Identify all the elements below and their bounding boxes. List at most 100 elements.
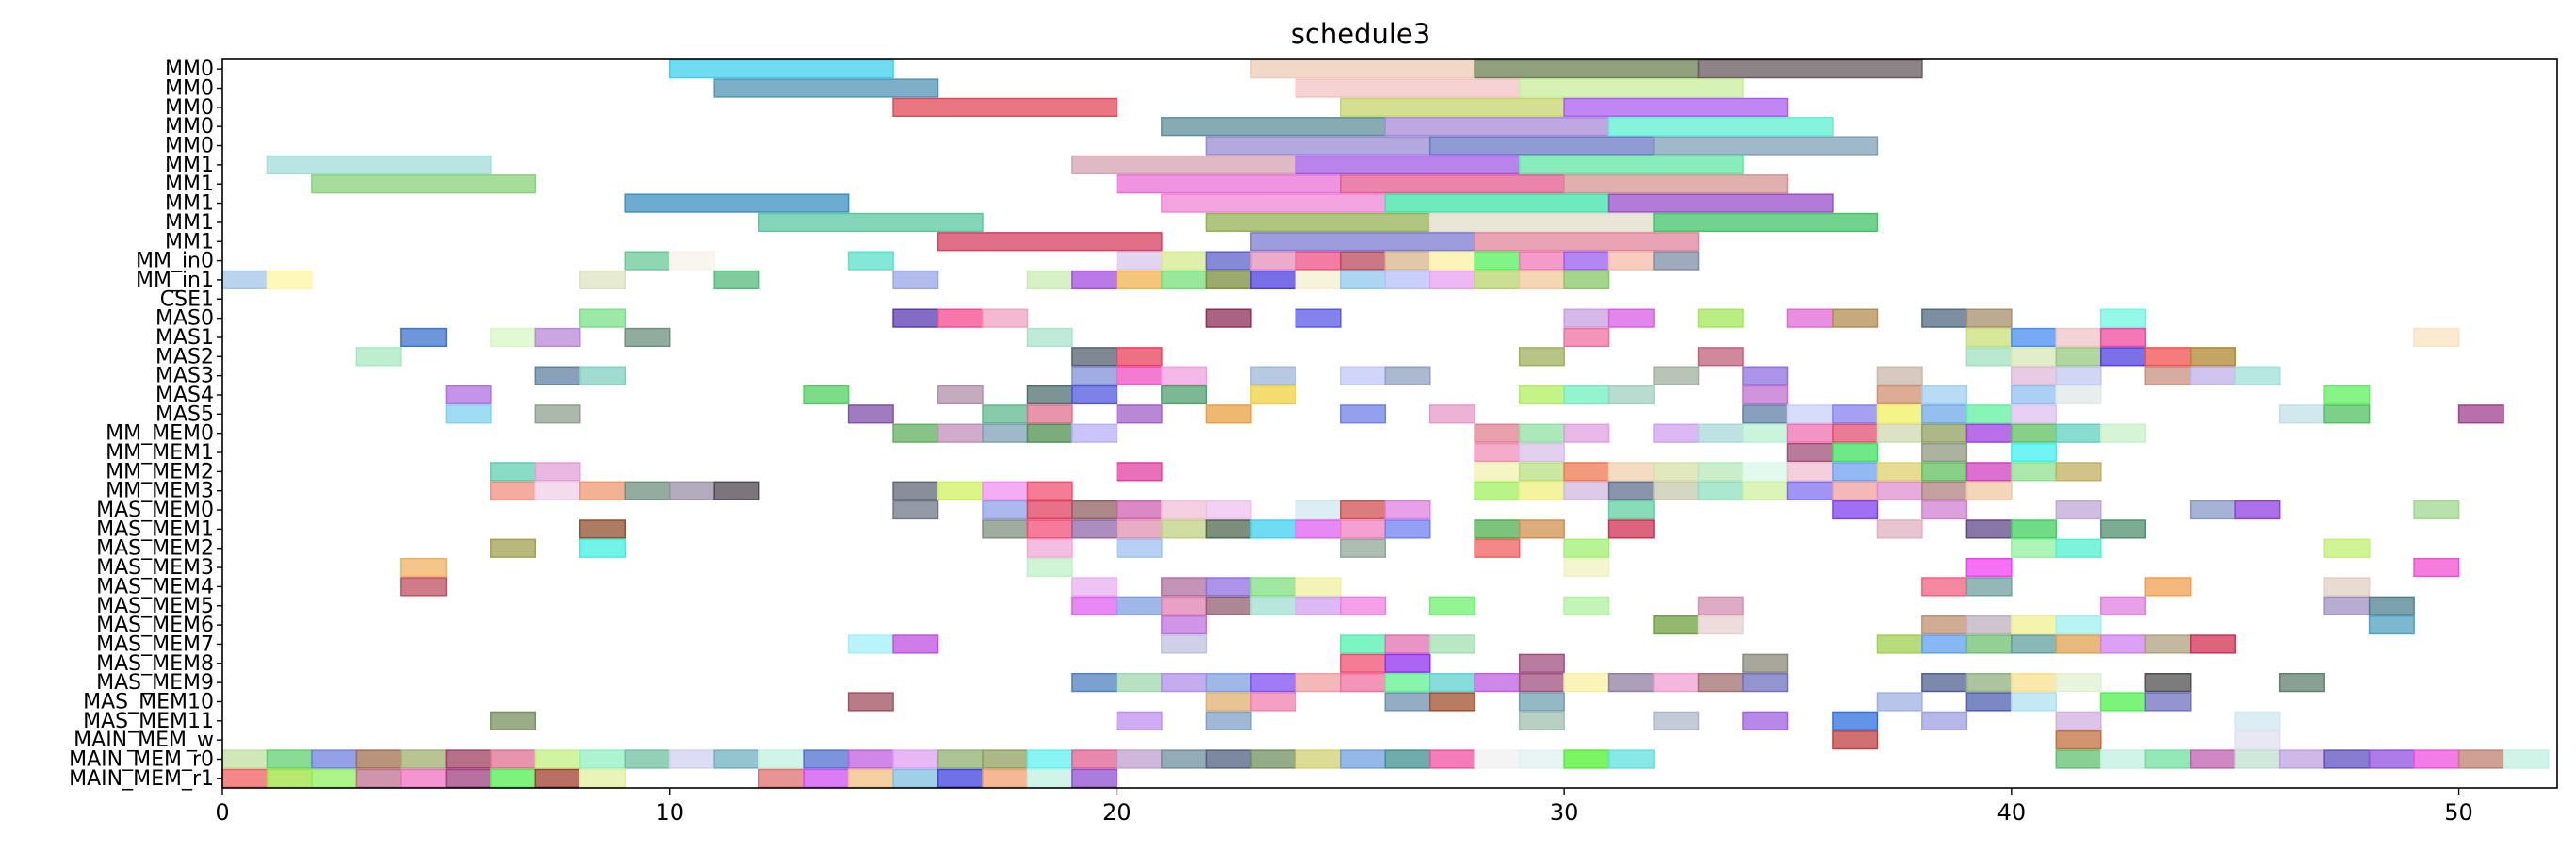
task-bar — [2100, 749, 2147, 769]
task-bar — [1563, 423, 1610, 443]
task-bar — [1876, 692, 1923, 712]
task-bar — [1965, 577, 2013, 597]
task-bars-layer — [221, 59, 2550, 788]
task-bar — [1295, 155, 1521, 174]
task-bar — [266, 749, 313, 769]
task-bar — [1742, 404, 1789, 424]
task-bar — [937, 749, 984, 769]
task-bar — [2189, 366, 2236, 385]
y-tick-label: MM0 — [165, 135, 214, 158]
task-bar — [579, 749, 626, 769]
task-bar — [1116, 366, 1163, 385]
task-bar — [2011, 692, 2058, 712]
task-bar — [2323, 749, 2371, 769]
task-bar — [1161, 366, 1208, 385]
task-bar — [1295, 308, 1342, 328]
task-bar — [1428, 136, 1655, 156]
task-bar — [1071, 519, 1118, 539]
task-bar — [1742, 423, 1789, 443]
task-bar — [1474, 538, 1521, 558]
task-bar — [1965, 634, 2013, 654]
task-bar — [1965, 692, 2013, 712]
task-bar — [311, 174, 537, 194]
task-bar — [1563, 385, 1610, 405]
task-bar — [2011, 366, 2058, 385]
task-bar — [1563, 557, 1610, 578]
task-bar — [1607, 462, 1655, 482]
task-bar — [1518, 673, 1565, 693]
task-bar — [1205, 711, 1252, 730]
y-tick-label: MAS_MEM8 — [96, 652, 214, 676]
task-bar — [534, 768, 581, 788]
task-bar — [579, 538, 626, 558]
task-bar — [2144, 366, 2192, 385]
task-bar — [1384, 634, 1431, 654]
task-bar — [892, 97, 1118, 117]
task-bar — [1965, 519, 2013, 539]
task-bar — [1653, 251, 1700, 271]
task-bar — [1116, 519, 1163, 539]
task-bar — [1518, 653, 1565, 673]
task-bar — [1340, 97, 1565, 117]
task-bar — [1563, 749, 1610, 769]
task-bar — [1116, 174, 1342, 194]
task-bar — [490, 749, 537, 769]
task-bar — [1250, 385, 1297, 405]
task-bar — [1026, 385, 1073, 405]
task-bar — [1116, 500, 1163, 520]
task-bar — [1250, 673, 1297, 693]
x-tick-label: 20 — [1102, 799, 1132, 826]
task-bar — [1697, 462, 1744, 482]
task-bar — [1921, 308, 1968, 328]
task-bar — [2368, 615, 2415, 635]
task-bar — [1474, 442, 1521, 463]
task-bar — [713, 270, 760, 290]
task-bar — [1832, 308, 1879, 328]
task-bar — [1965, 615, 2013, 635]
task-bar — [1697, 308, 1744, 328]
task-bar — [1876, 404, 1923, 424]
y-tick-label: MM1 — [165, 211, 214, 235]
task-bar — [1026, 500, 1073, 520]
task-bar — [847, 634, 894, 654]
task-bar — [2413, 327, 2460, 348]
task-bar — [803, 385, 850, 405]
task-bar — [1876, 462, 1923, 482]
task-bar — [1474, 673, 1521, 693]
task-bar — [982, 481, 1029, 500]
task-bar — [624, 251, 671, 271]
task-bar — [1205, 749, 1252, 769]
task-bar — [1340, 500, 1387, 520]
y-tick-label: MAS1 — [155, 326, 214, 350]
task-bar — [1340, 749, 1387, 769]
task-bar — [1563, 251, 1610, 271]
task-bar — [266, 270, 313, 290]
task-bar — [1205, 136, 1431, 156]
task-bar — [2100, 596, 2147, 615]
y-tick-label: MAS_MEM4 — [96, 575, 214, 599]
task-bar — [1116, 251, 1163, 271]
task-bar — [1563, 481, 1610, 500]
task-bar — [2144, 692, 2192, 712]
y-tick-label: MAIN_MEM_r0 — [69, 747, 214, 771]
task-bar — [982, 308, 1029, 328]
task-bar — [579, 519, 626, 539]
task-bar — [1653, 711, 1700, 730]
task-bar — [1518, 251, 1565, 271]
task-bar — [1340, 366, 1387, 385]
task-bar — [445, 768, 492, 788]
task-bar — [982, 423, 1029, 443]
task-bar — [1742, 673, 1789, 693]
task-bar — [713, 78, 939, 98]
task-bar — [1250, 59, 1475, 79]
task-bar — [1026, 557, 1073, 578]
y-tick-label: MM_in1 — [136, 269, 214, 292]
task-bar — [1607, 519, 1655, 539]
task-bar — [1518, 519, 1565, 539]
task-bar — [490, 768, 537, 788]
task-bar — [1205, 270, 1252, 290]
task-bar — [1965, 481, 2013, 500]
task-bar — [1340, 270, 1387, 290]
task-bar — [1295, 749, 1342, 769]
task-bar — [1428, 673, 1475, 693]
